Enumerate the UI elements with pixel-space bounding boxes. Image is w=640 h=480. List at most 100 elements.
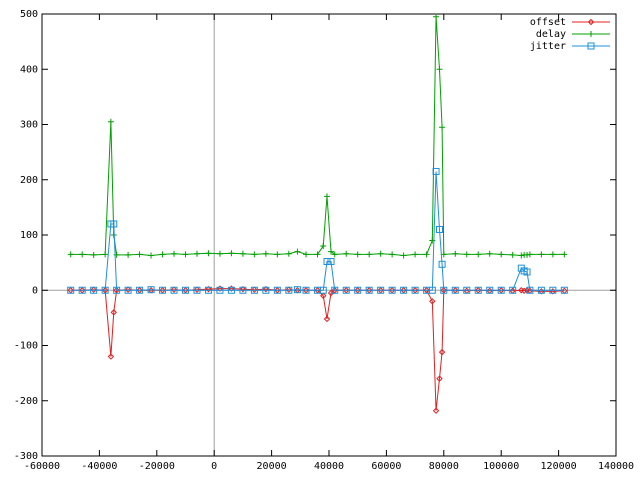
point [293, 286, 301, 294]
x-tick-label: 120000 [541, 461, 577, 472]
point [285, 250, 292, 257]
point [354, 251, 361, 258]
point [561, 251, 568, 258]
point [463, 251, 470, 258]
point [314, 251, 321, 258]
point [523, 268, 531, 276]
point [365, 286, 373, 294]
y-tick-label: 100 [20, 230, 38, 241]
point [400, 286, 408, 294]
point [560, 286, 568, 294]
y-tick-label: -100 [14, 341, 38, 352]
point [251, 286, 258, 293]
point [204, 286, 212, 294]
y-tick-label: -300 [14, 451, 38, 462]
point [452, 250, 459, 257]
x-tick-label: 40000 [314, 461, 344, 472]
point [251, 251, 258, 258]
point [124, 286, 132, 294]
x-tick-label: -60000 [24, 461, 60, 472]
point [110, 220, 118, 228]
point [262, 286, 270, 294]
point [250, 286, 258, 294]
point [323, 258, 331, 266]
x-tick-label: -40000 [81, 461, 117, 472]
point [438, 260, 446, 268]
point [537, 286, 545, 294]
point [102, 251, 109, 258]
point [331, 251, 338, 258]
point [463, 286, 471, 294]
point [262, 285, 270, 293]
point [205, 250, 212, 257]
point [412, 251, 419, 258]
point [498, 251, 505, 258]
point [113, 286, 121, 294]
point [451, 286, 459, 294]
point [343, 250, 350, 257]
series-line [70, 16, 565, 256]
point [587, 42, 595, 50]
point [423, 251, 430, 258]
point [193, 286, 201, 294]
point [327, 289, 335, 297]
point [239, 250, 246, 257]
point [524, 251, 531, 258]
y-tick-label: -200 [14, 396, 38, 407]
point [377, 286, 385, 294]
point [411, 286, 419, 294]
point [273, 286, 281, 294]
point [171, 250, 178, 257]
point [475, 251, 482, 258]
x-tick-label: 20000 [257, 461, 287, 472]
point [148, 252, 155, 259]
point [107, 353, 115, 360]
point [228, 285, 235, 292]
point [107, 118, 114, 125]
point [124, 286, 132, 293]
point [538, 251, 545, 258]
point [389, 251, 396, 258]
point [216, 286, 224, 294]
point [170, 286, 178, 293]
point [205, 285, 212, 293]
point [159, 251, 166, 258]
y-tick-label: 400 [20, 64, 38, 75]
point [78, 286, 86, 294]
point [497, 286, 505, 294]
point [354, 286, 362, 294]
x-tick-label: -20000 [139, 461, 175, 472]
point [588, 31, 594, 37]
series-line [70, 288, 565, 411]
point [320, 243, 327, 250]
point [239, 285, 247, 293]
point [526, 251, 533, 258]
x-tick-label: 140000 [598, 461, 634, 472]
point [327, 258, 335, 266]
point [436, 375, 443, 382]
legend-label: offset [530, 17, 566, 28]
point [182, 251, 189, 258]
point [303, 251, 310, 258]
point [125, 251, 132, 258]
point [438, 348, 446, 356]
point [136, 286, 144, 294]
point [518, 252, 525, 259]
point [429, 298, 436, 305]
point [110, 309, 117, 316]
point [147, 286, 155, 294]
y-tick-label: 0 [32, 285, 38, 296]
point [432, 167, 440, 175]
point [227, 286, 235, 294]
point [323, 315, 331, 323]
point [428, 286, 436, 294]
legend-label: jitter [530, 41, 566, 52]
y-tick-label: 300 [20, 120, 38, 131]
point [377, 250, 384, 257]
point [228, 250, 235, 257]
point [486, 250, 493, 257]
y-tick-label: 500 [20, 9, 38, 20]
y-tick-label: 200 [20, 175, 38, 186]
point [400, 252, 407, 259]
